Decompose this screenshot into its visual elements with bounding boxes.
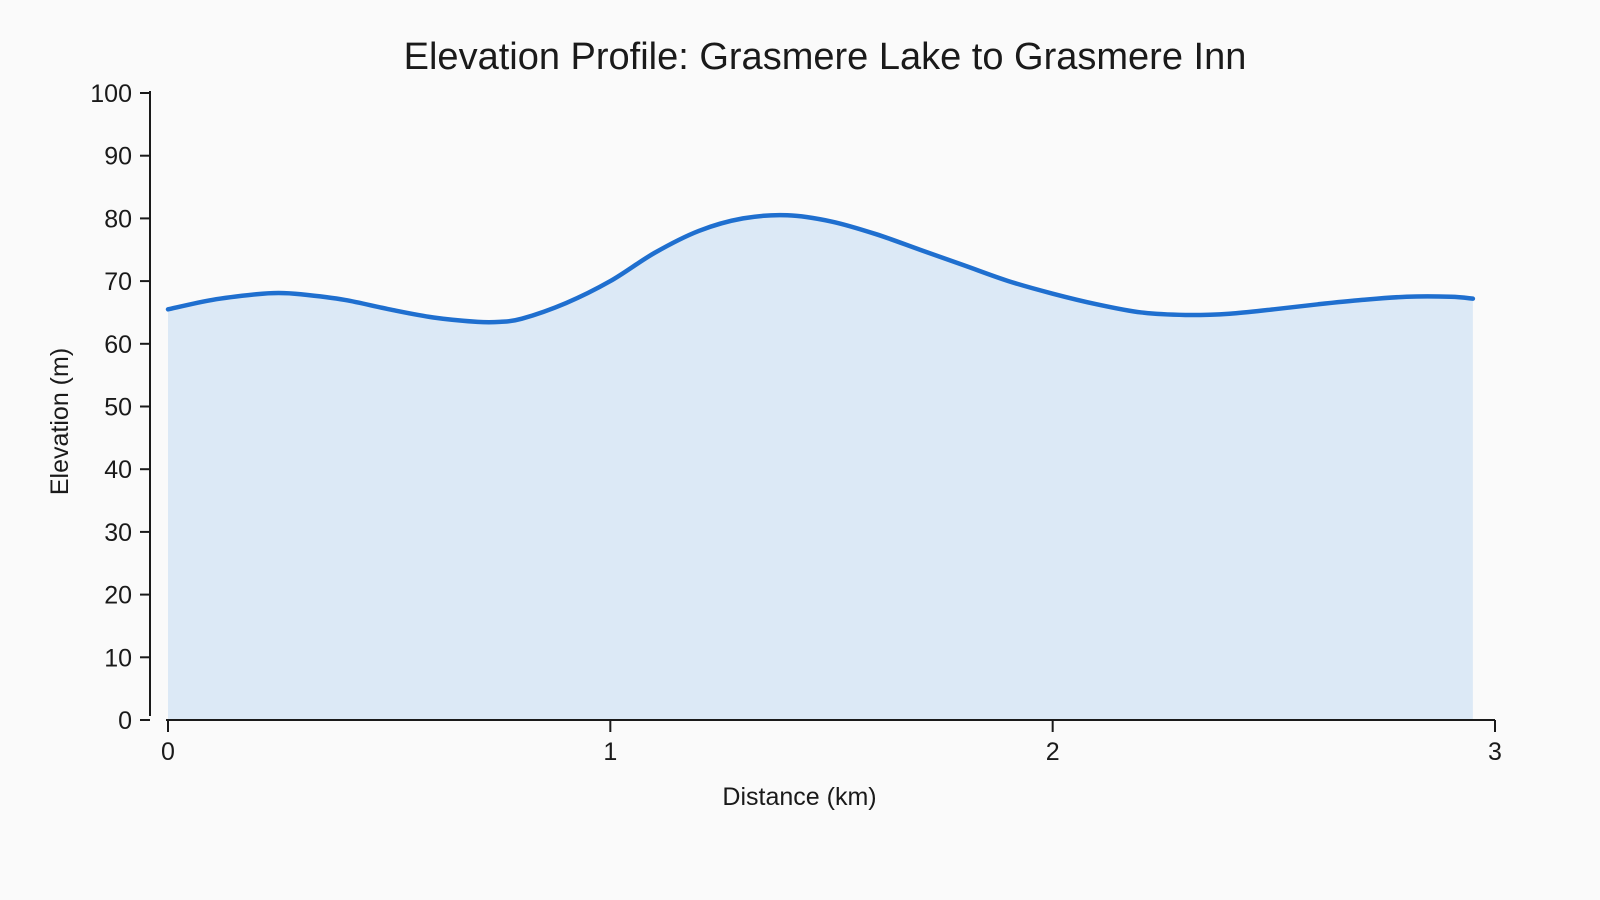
y-tick-label: 40	[104, 456, 132, 484]
elevation-line	[165, 212, 1476, 325]
elevation-area-fill	[168, 215, 1473, 720]
x-tick-label: 3	[1488, 738, 1502, 766]
y-tick-label: 100	[90, 80, 132, 108]
y-tick-label: 80	[104, 205, 132, 233]
y-tick-label: 50	[104, 394, 132, 422]
y-tick-label: 10	[104, 644, 132, 672]
y-tick-label: 30	[104, 519, 132, 547]
y-axis-label: Elevation (m)	[46, 348, 74, 495]
x-tick-label: 1	[603, 738, 617, 766]
y-tick-label: 70	[104, 268, 132, 296]
chart-title: Elevation Profile: Grasmere Lake to Gras…	[403, 36, 1247, 78]
y-tick-label: 0	[118, 707, 132, 735]
x-axis-label: Distance (km)	[722, 783, 876, 811]
y-tick-label: 60	[104, 331, 132, 359]
y-tick-label: 20	[104, 582, 132, 610]
x-tick-label: 2	[1046, 738, 1060, 766]
y-tick-label: 90	[104, 143, 132, 171]
x-tick-label: 0	[161, 738, 175, 766]
